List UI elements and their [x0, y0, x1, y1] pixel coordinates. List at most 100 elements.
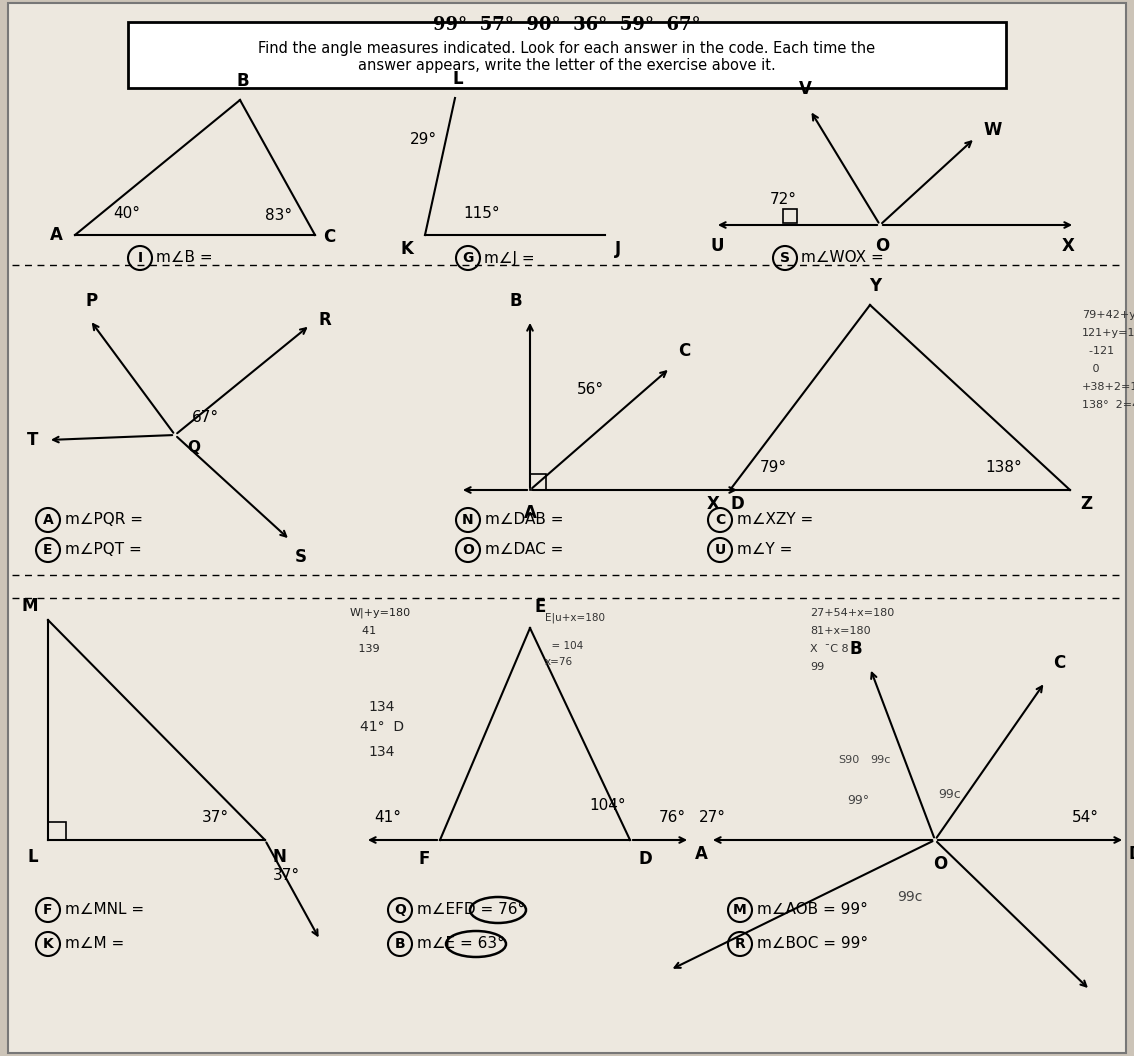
Text: T: T — [26, 431, 39, 449]
Text: 27+54+x=180: 27+54+x=180 — [810, 608, 895, 618]
Text: = 104: = 104 — [545, 641, 583, 650]
Text: 99: 99 — [810, 662, 824, 672]
Text: Q: Q — [187, 440, 200, 455]
Text: K: K — [43, 937, 53, 951]
Text: m∠PQR =: m∠PQR = — [65, 512, 143, 528]
Text: D: D — [1128, 845, 1134, 863]
Text: 37°: 37° — [202, 811, 229, 826]
Text: G: G — [463, 251, 474, 265]
Bar — [530, 474, 545, 490]
Text: W|+y=180: W|+y=180 — [350, 608, 412, 619]
Text: 29°: 29° — [409, 132, 437, 148]
Text: 99c: 99c — [897, 890, 923, 904]
Text: D: D — [730, 495, 744, 513]
Text: 0: 0 — [1082, 364, 1100, 374]
Text: A: A — [695, 845, 708, 863]
Text: N: N — [273, 848, 287, 866]
Text: I: I — [137, 251, 143, 265]
Text: m∠AOB = 99°: m∠AOB = 99° — [758, 903, 868, 918]
Text: R: R — [318, 312, 331, 329]
Text: B: B — [237, 72, 249, 90]
Text: X  ¯C 8: X ¯C 8 — [810, 644, 848, 654]
Text: m∠M =: m∠M = — [65, 937, 125, 951]
Text: L: L — [27, 848, 39, 866]
Text: C: C — [1053, 654, 1065, 672]
Text: P: P — [86, 293, 98, 310]
Text: A: A — [50, 226, 64, 244]
Text: 83°: 83° — [265, 207, 293, 223]
Text: B: B — [395, 937, 405, 951]
Text: 139: 139 — [355, 644, 380, 654]
Text: m∠MNL =: m∠MNL = — [65, 903, 144, 918]
Text: 134: 134 — [369, 744, 395, 759]
Text: Y: Y — [869, 277, 881, 295]
Text: m∠BOC = 99°: m∠BOC = 99° — [758, 937, 869, 951]
Text: A: A — [43, 513, 53, 527]
Text: 37°: 37° — [273, 868, 301, 883]
Text: X: X — [708, 495, 720, 513]
Text: +38+2=180: +38+2=180 — [1082, 382, 1134, 392]
Bar — [48, 822, 66, 840]
Text: C: C — [678, 342, 691, 360]
Text: 99°: 99° — [847, 793, 869, 807]
Text: D: D — [638, 850, 652, 868]
Text: m∠WOX =: m∠WOX = — [801, 250, 883, 265]
Text: X: X — [1061, 237, 1074, 254]
Text: 76°: 76° — [659, 811, 686, 826]
Text: 99c: 99c — [870, 755, 890, 765]
FancyBboxPatch shape — [8, 3, 1126, 1053]
Text: S: S — [295, 548, 307, 566]
Text: C: C — [714, 513, 725, 527]
Text: E|u+x=180: E|u+x=180 — [545, 612, 606, 623]
Text: U: U — [714, 543, 726, 557]
Text: W: W — [983, 121, 1001, 139]
Text: x=76: x=76 — [545, 657, 573, 667]
Text: 121+y=180: 121+y=180 — [1082, 328, 1134, 338]
Bar — [782, 209, 797, 223]
Text: 99c: 99c — [939, 789, 962, 802]
Text: 56°: 56° — [576, 382, 603, 397]
Text: Find the angle measures indicated. Look for each answer in the code. Each time t: Find the angle measures indicated. Look … — [259, 41, 875, 73]
Text: m∠B =: m∠B = — [156, 250, 213, 265]
Text: m∠PQT =: m∠PQT = — [65, 543, 142, 558]
Text: m∠J =: m∠J = — [484, 250, 534, 265]
Text: 40°: 40° — [113, 206, 139, 221]
Text: 41°  D: 41° D — [359, 720, 404, 734]
FancyBboxPatch shape — [128, 22, 1006, 88]
Text: B: B — [509, 293, 522, 310]
Text: U: U — [710, 237, 723, 254]
Text: m∠E = 63°: m∠E = 63° — [417, 937, 505, 951]
Text: 134: 134 — [369, 700, 395, 714]
Text: m∠EFD = 76°: m∠EFD = 76° — [417, 903, 525, 918]
Text: E: E — [535, 598, 547, 616]
Text: 41: 41 — [355, 626, 376, 636]
Text: 72°: 72° — [770, 191, 796, 207]
Text: F: F — [43, 903, 53, 917]
Text: J: J — [615, 240, 621, 258]
Text: 54°: 54° — [1072, 811, 1099, 826]
Text: 27°: 27° — [699, 811, 726, 826]
Text: 41°: 41° — [374, 811, 401, 826]
Text: E: E — [43, 543, 53, 557]
Text: 115°: 115° — [463, 206, 500, 221]
Text: M: M — [733, 903, 747, 917]
Text: 81+x=180: 81+x=180 — [810, 626, 871, 636]
Text: S90: S90 — [838, 755, 860, 765]
Text: 138°: 138° — [985, 460, 1022, 475]
Text: N: N — [463, 513, 474, 527]
Text: K: K — [400, 240, 413, 258]
Text: L: L — [452, 70, 464, 88]
Text: Q: Q — [393, 903, 406, 917]
Text: 99°  57°  90°  36°  59°  67°: 99° 57° 90° 36° 59° 67° — [433, 16, 701, 34]
Text: C: C — [323, 228, 336, 246]
Text: m∠DAB =: m∠DAB = — [485, 512, 564, 528]
Text: 79+42+y=180: 79+42+y=180 — [1082, 310, 1134, 320]
Text: S: S — [780, 251, 790, 265]
Text: 104°: 104° — [590, 797, 626, 812]
Text: O: O — [874, 237, 889, 254]
Text: B: B — [849, 640, 862, 658]
Text: Z: Z — [1080, 495, 1092, 513]
Text: O: O — [933, 855, 947, 873]
Text: M: M — [22, 597, 39, 615]
Text: -121      121: -121 121 — [1082, 346, 1134, 356]
